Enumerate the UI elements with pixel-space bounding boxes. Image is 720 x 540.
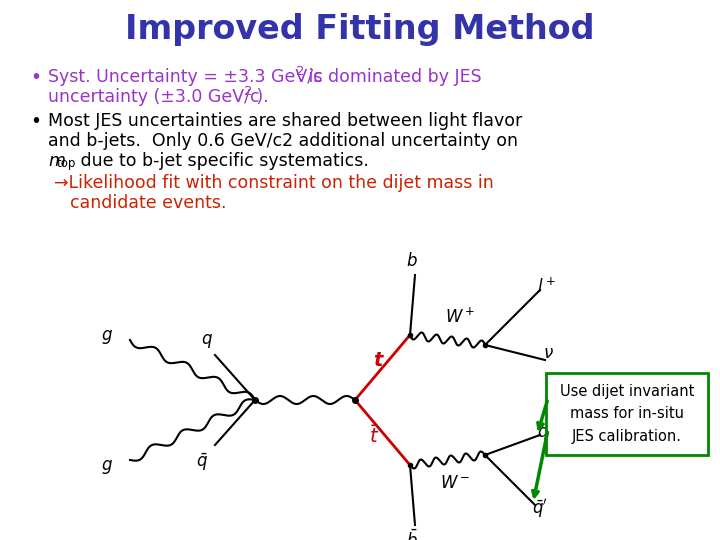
Text: g: g bbox=[102, 456, 112, 474]
Text: →Likelihood fit with constraint on the dijet mass in: →Likelihood fit with constraint on the d… bbox=[54, 174, 494, 192]
Text: Most JES uncertainties are shared between light flavor: Most JES uncertainties are shared betwee… bbox=[48, 112, 522, 130]
Text: top: top bbox=[57, 157, 76, 170]
Text: b: b bbox=[407, 252, 418, 270]
Text: $\nu$: $\nu$ bbox=[543, 344, 554, 362]
Text: Improved Fitting Method: Improved Fitting Method bbox=[125, 14, 595, 46]
Text: •: • bbox=[30, 68, 41, 87]
Text: 2: 2 bbox=[296, 65, 305, 78]
Text: t: t bbox=[373, 350, 382, 369]
Text: $l^+$: $l^+$ bbox=[537, 278, 556, 296]
Text: m: m bbox=[48, 152, 65, 170]
Text: is dominated by JES: is dominated by JES bbox=[303, 68, 482, 86]
Text: Use dijet invariant
mass for in-situ
JES calibration.: Use dijet invariant mass for in-situ JES… bbox=[560, 384, 694, 444]
Text: uncertainty (±3.0 GeV/c: uncertainty (±3.0 GeV/c bbox=[48, 88, 260, 106]
Text: 2: 2 bbox=[244, 85, 253, 98]
Text: q: q bbox=[537, 423, 547, 441]
Text: $W^+$: $W^+$ bbox=[445, 307, 475, 327]
Text: $\bar{q}'$: $\bar{q}'$ bbox=[532, 496, 548, 519]
Text: Syst. Uncertainty = ±3.3 GeV/c: Syst. Uncertainty = ±3.3 GeV/c bbox=[48, 68, 323, 86]
FancyBboxPatch shape bbox=[546, 373, 708, 455]
Text: •: • bbox=[30, 112, 41, 131]
Text: and b-jets.  Only 0.6 GeV/c2 additional uncertainty on: and b-jets. Only 0.6 GeV/c2 additional u… bbox=[48, 132, 518, 150]
Text: ).: ). bbox=[251, 88, 269, 106]
Text: candidate events.: candidate events. bbox=[70, 194, 227, 212]
Text: $\bar{q}$: $\bar{q}$ bbox=[196, 452, 208, 474]
Text: $\bar{t}$: $\bar{t}$ bbox=[369, 425, 379, 447]
Text: $W^-$: $W^-$ bbox=[440, 474, 470, 492]
Text: q: q bbox=[202, 330, 212, 348]
Text: g: g bbox=[102, 326, 112, 344]
Text: due to b-jet specific systematics.: due to b-jet specific systematics. bbox=[75, 152, 369, 170]
Text: $\bar{b}$: $\bar{b}$ bbox=[406, 530, 418, 540]
